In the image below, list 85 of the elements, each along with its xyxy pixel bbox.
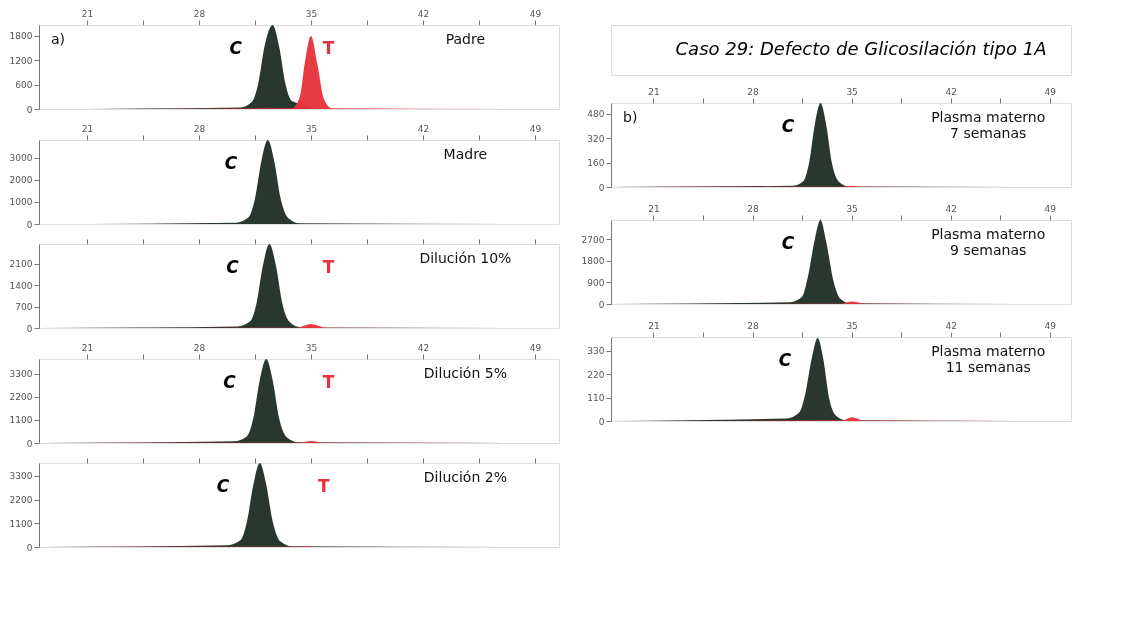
annotation: Dilución 2% [423,469,507,485]
y-tick-label: 2000 [9,175,33,186]
y-tick-label: 2700 [581,234,605,245]
y-tick-label: 600 [15,80,33,91]
y-tick-label: 1800 [581,256,605,267]
y-tick-label: 110 [587,393,605,404]
annotation: a) [51,31,66,47]
x-tick-label: 35 [305,342,318,353]
x-tick-label: 28 [193,123,206,134]
y-tick-label: 2100 [9,259,33,270]
series-label: C [223,371,237,392]
series-label: C [226,256,240,277]
y-tick-label: 2200 [9,495,33,506]
y-tick-label: 3000 [9,153,33,164]
y-tick-label: 220 [587,369,605,380]
x-tick-label: 42 [417,123,430,134]
x-tick-label: 49 [1044,320,1057,331]
y-tick-label: 0 [598,182,605,193]
x-tick-label: 21 [648,320,660,331]
x-tick-label: 49 [1044,86,1057,97]
y-tick-label: 1100 [9,518,33,529]
x-tick-label: 42 [945,203,957,214]
annotation: Plasma materno 7 semanas [931,109,1046,141]
annotation: Dilución 5% [423,365,507,381]
y-tick-label: 320 [587,133,605,144]
y-tick-label: 0 [26,323,33,334]
series-label: C [229,37,243,58]
annotation: b) [623,109,638,125]
y-tick-label: 0 [26,438,33,449]
series-label: C [224,152,238,173]
series-label: C [781,232,795,253]
x-tick-label: 28 [193,342,206,353]
y-tick-label: 2200 [9,392,33,403]
x-tick-label: 21 [648,86,660,97]
x-tick-label: 49 [529,342,542,353]
text: T [322,256,335,277]
annotation: Dilución 10% [419,250,512,266]
text: T [318,475,330,496]
annotation: Madre [443,146,488,162]
x-tick-label: 42 [945,320,957,331]
x-tick-label: 21 [81,342,94,353]
annotation: Plasma materno 9 semanas [931,226,1046,258]
annotation: Padre [445,31,486,47]
x-tick-label: 21 [81,123,94,134]
x-tick-label: 35 [305,123,318,134]
y-tick-label: 1400 [9,280,33,291]
y-tick-label: 0 [26,219,33,230]
x-tick-label: 28 [747,86,760,97]
y-tick-label: 0 [26,104,33,115]
text: Caso 29: Defecto de Glicosilación tipo 1A [675,38,1047,59]
y-tick-label: 1000 [9,197,33,208]
series-label: C [778,349,792,370]
x-tick-label: 21 [81,8,94,19]
x-tick-label: 49 [529,123,542,134]
y-tick-label: 1200 [9,55,33,66]
x-tick-label: 42 [417,8,430,19]
y-tick-label: 480 [587,109,605,120]
x-tick-label: 49 [529,8,542,19]
y-tick-label: 3300 [9,369,33,380]
annotation: Plasma materno 11 semanas [931,343,1046,375]
y-tick-label: 330 [587,346,605,357]
y-tick-label: 1800 [9,31,33,42]
y-tick-label: 0 [598,299,605,310]
y-tick-label: 1100 [9,415,33,426]
y-tick-label: 0 [598,416,605,427]
series-label: C [216,475,230,496]
x-tick-label: 21 [648,203,660,214]
x-tick-label: 35 [305,8,318,19]
x-tick-label: 42 [417,342,430,353]
series-label: T [322,37,335,58]
y-tick-label: 0 [26,542,33,553]
y-tick-label: 160 [587,158,605,169]
series-label: C [781,115,795,136]
x-tick-label: 28 [747,203,760,214]
y-tick-label: 700 [15,302,33,313]
x-tick-label: 35 [846,320,858,331]
y-tick-label: 900 [587,277,605,288]
x-tick-label: 28 [747,320,760,331]
y-tick-label: 3300 [9,471,33,482]
text: T [322,371,335,392]
x-tick-label: 35 [846,86,858,97]
x-tick-label: 49 [1044,203,1057,214]
x-tick-label: 42 [945,86,957,97]
x-tick-label: 35 [846,203,858,214]
x-tick-label: 28 [193,8,206,19]
